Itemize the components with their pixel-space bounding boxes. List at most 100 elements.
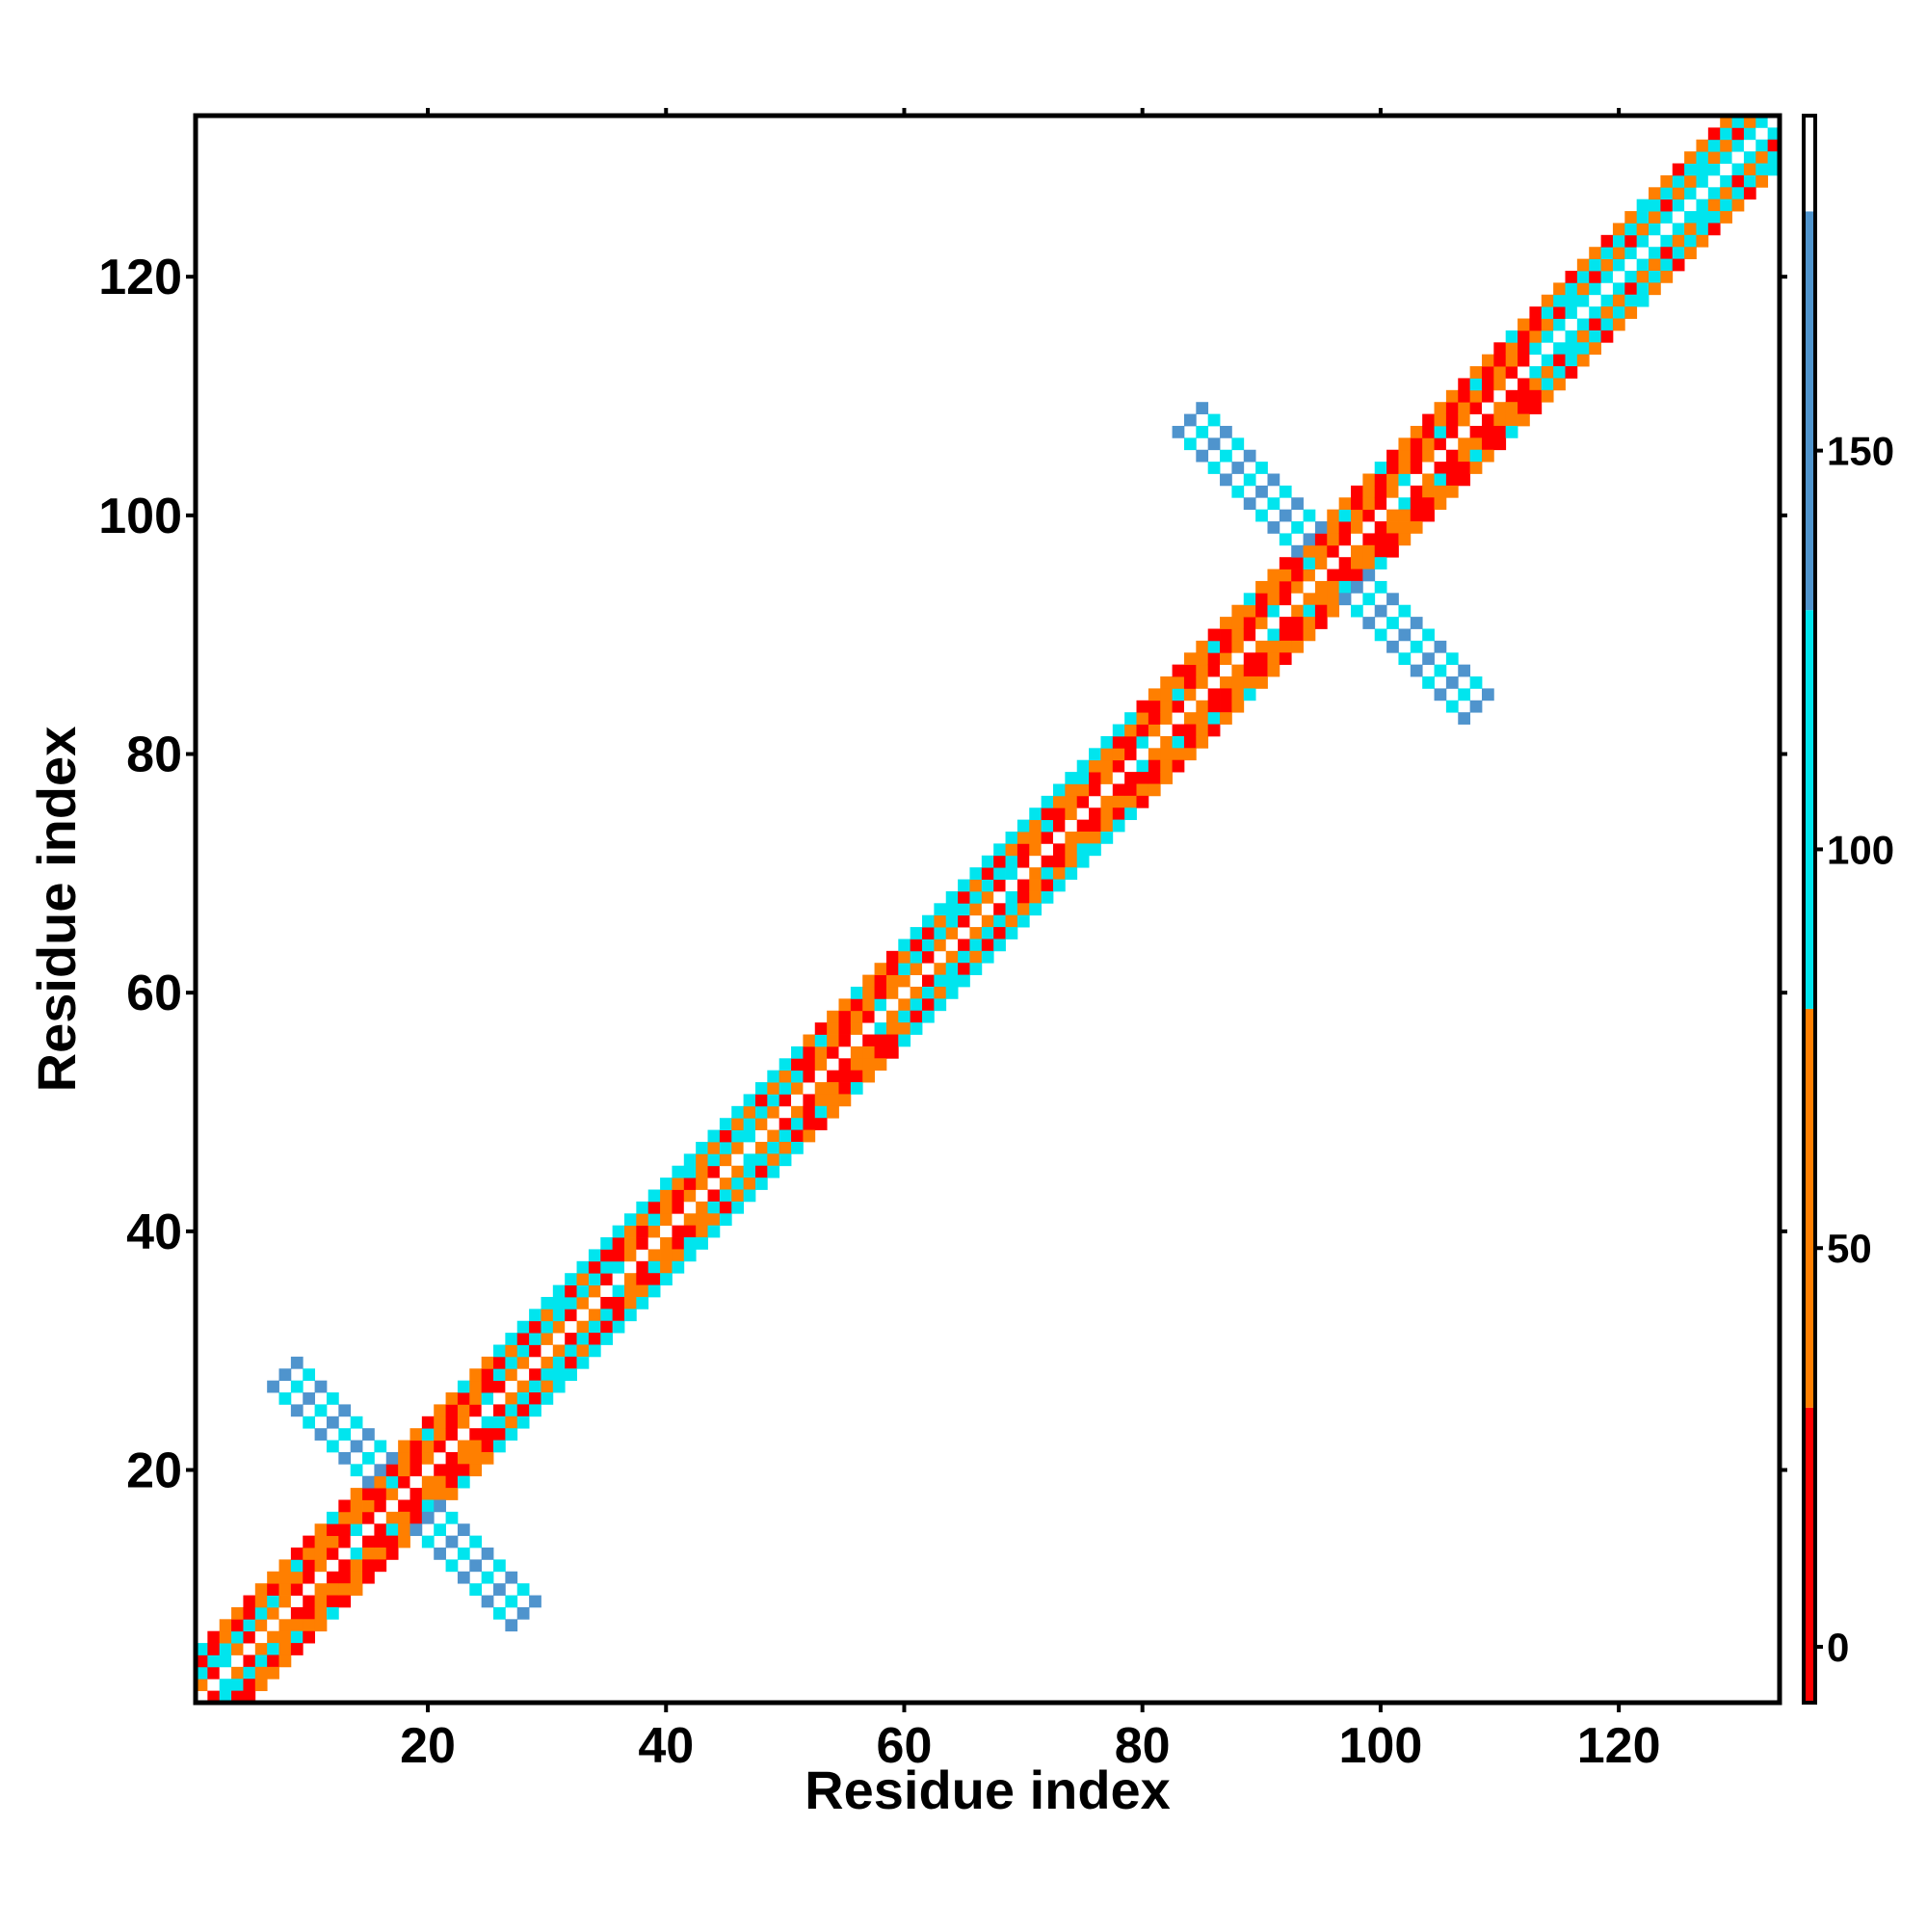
heatmap-cell	[1148, 724, 1161, 737]
heatmap-cell	[1016, 843, 1030, 857]
heatmap-cell	[1386, 509, 1399, 522]
y-tick-label: 20	[126, 1443, 182, 1499]
heatmap-cell	[647, 1249, 661, 1262]
heatmap-cell	[898, 974, 911, 988]
heatmap-cell	[1755, 139, 1769, 152]
heatmap-cell	[1410, 473, 1423, 487]
heatmap-cell	[1410, 437, 1423, 451]
heatmap-cell	[385, 1499, 399, 1513]
heatmap-cell	[1338, 533, 1352, 546]
heatmap-cell	[1076, 772, 1090, 784]
heatmap-cell	[600, 1284, 614, 1298]
heatmap-cell	[1207, 688, 1221, 701]
heatmap-cell	[1469, 449, 1483, 463]
heatmap-cell	[1589, 282, 1601, 296]
heatmap-cell	[1303, 544, 1316, 558]
heatmap-cell	[541, 1320, 554, 1334]
heatmap-cell	[827, 1045, 839, 1059]
heatmap-cell	[1410, 640, 1423, 653]
heatmap-cell	[791, 1082, 804, 1095]
heatmap-cell	[1267, 617, 1280, 629]
heatmap-cell	[469, 1380, 483, 1393]
heatmap-cell	[481, 1380, 494, 1393]
plot-frame	[193, 113, 1782, 1706]
heatmap-cell	[374, 1488, 387, 1500]
heatmap-cell	[338, 1548, 352, 1560]
heatmap-cell	[1041, 879, 1054, 892]
heatmap-cell	[1672, 258, 1685, 272]
heatmap-cell	[1005, 879, 1018, 892]
heatmap-cell	[1005, 843, 1018, 857]
y-tick-label: 120	[98, 250, 182, 305]
heatmap-cell	[981, 890, 994, 904]
heatmap-cell	[850, 1058, 863, 1072]
heatmap-cell	[481, 1595, 494, 1608]
heatmap-cell	[207, 1630, 221, 1644]
heatmap-cell	[588, 1273, 601, 1285]
heatmap-cell	[922, 950, 935, 964]
heatmap-cell	[457, 1464, 470, 1477]
heatmap-cell	[1636, 247, 1650, 259]
heatmap-cell	[1398, 652, 1412, 666]
heatmap-cell	[421, 1416, 435, 1429]
heatmap-cell	[1243, 497, 1256, 511]
heatmap-cell	[1362, 497, 1376, 511]
heatmap-cell	[993, 939, 1006, 952]
heatmap-cell	[1196, 425, 1209, 438]
heatmap-cell	[1207, 462, 1221, 474]
heatmap-cell	[267, 1619, 279, 1632]
heatmap-cell	[1576, 318, 1590, 331]
heatmap-cell	[1386, 449, 1399, 463]
heatmap-cell	[1600, 282, 1614, 296]
heatmap-cell	[1458, 449, 1471, 463]
heatmap-cell	[1255, 604, 1268, 618]
heatmap-cell	[1374, 509, 1387, 522]
heatmap-cell	[1183, 724, 1197, 737]
heatmap-cell	[874, 1045, 887, 1059]
heatmap-cell	[1731, 139, 1745, 152]
x-tick-label: 100	[1339, 1718, 1423, 1774]
heatmap-cell	[207, 1690, 221, 1704]
y-tick-label: 100	[98, 489, 182, 544]
heatmap-cell	[1231, 688, 1245, 701]
heatmap-cell	[1541, 378, 1554, 391]
heatmap-cell	[1124, 807, 1137, 821]
heatmap-cell	[1410, 509, 1423, 522]
heatmap-cell	[862, 1045, 875, 1059]
heatmap-cell	[326, 1416, 339, 1429]
heatmap-cell	[1005, 927, 1018, 940]
heatmap-cell	[1279, 628, 1292, 642]
heatmap-cell	[1589, 318, 1601, 331]
heatmap-cell	[803, 1045, 816, 1059]
heatmap-cell	[481, 1368, 494, 1382]
heatmap-cell	[850, 1070, 863, 1083]
heatmap-cell	[434, 1523, 446, 1537]
heatmap-cell	[1458, 389, 1471, 403]
heatmap-cell	[945, 963, 959, 976]
heatmap-cell	[1303, 509, 1316, 522]
heatmap-cell	[743, 1094, 756, 1107]
heatmap-cell	[267, 1630, 279, 1644]
heatmap-cell	[1327, 569, 1340, 582]
heatmap-cell	[1529, 354, 1543, 367]
heatmap-cell	[1505, 425, 1518, 438]
heatmap-cell	[1576, 270, 1590, 283]
heatmap-cell	[1565, 330, 1578, 343]
heatmap-cell	[862, 1010, 875, 1023]
colorbar: 0 50 100 150	[1802, 114, 1894, 1705]
heatmap-cell	[1160, 748, 1173, 761]
heatmap-cell	[326, 1595, 339, 1608]
heatmap-cell	[647, 1237, 661, 1250]
heatmap-cell	[1743, 163, 1756, 176]
heatmap-cell	[1707, 163, 1721, 176]
heatmap-cell	[588, 1249, 601, 1262]
heatmap-cell	[1100, 759, 1114, 773]
heatmap-cell	[1518, 354, 1530, 367]
heatmap-cell	[1481, 413, 1494, 427]
heatmap-cell	[1136, 748, 1149, 761]
heatmap-cell	[1076, 783, 1090, 797]
heatmap-cell	[469, 1451, 483, 1465]
heatmap-cell	[1767, 116, 1781, 128]
heatmap-cell	[1755, 116, 1769, 128]
heatmap-cell	[1696, 187, 1709, 200]
